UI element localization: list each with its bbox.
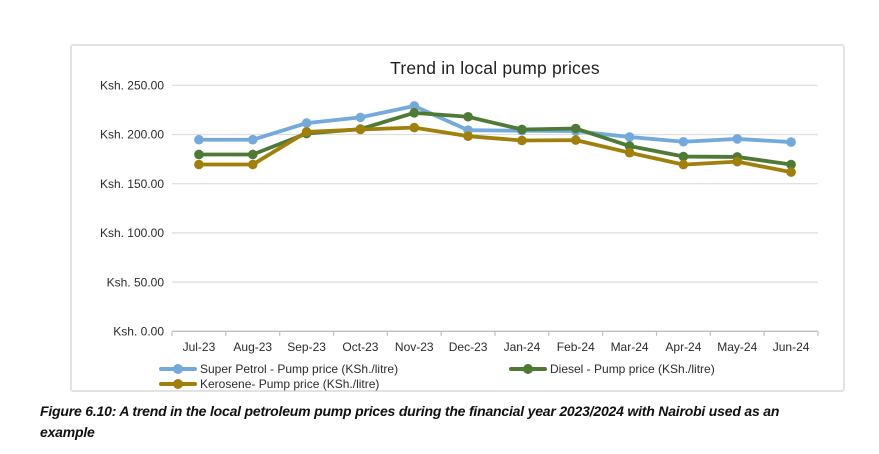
diesel-data-point: [247, 149, 258, 160]
legend-item-diesel: Diesel - Pump price (KSh./litre): [509, 362, 715, 376]
x-tick-label: Jun-24: [773, 340, 810, 354]
pump-prices-chart: Ksh. 250.00 Ksh. 200.00 Ksh. 150.00 Ksh. 10…: [70, 44, 845, 392]
kerosene-data-point: [624, 147, 635, 158]
diesel-data-point: [624, 141, 635, 151]
x-tick-label: Nov-23: [395, 340, 434, 354]
y-tick-label: Ksh. 150.00: [100, 177, 164, 191]
x-tick-label: May-24: [717, 340, 757, 354]
kerosene-legend-marker-icon: [159, 379, 197, 389]
super-petrol-data-point: [301, 118, 312, 128]
y-tick-label: Ksh. 200.00: [100, 128, 164, 142]
y-tick-label: Ksh. 0.00: [113, 325, 164, 339]
super-petrol-data-point: [247, 134, 258, 145]
kerosene-data-point: [355, 124, 366, 135]
y-tick-label: Ksh. 250.00: [100, 79, 164, 93]
super-petrol-data-point: [732, 134, 743, 144]
y-tick-label: Ksh. 50.00: [107, 275, 165, 289]
x-tick-label: Jan-24: [504, 340, 541, 354]
y-tick-label: Ksh. 100.00: [100, 226, 164, 240]
kerosene-data-point: [570, 135, 581, 145]
super-petrol-data-point: [194, 134, 204, 145]
kerosene-data-point: [678, 159, 689, 170]
legend-item-kerosene: Kerosene- Pump price (KSh./litre): [159, 377, 379, 391]
x-tick-label: Aug-23: [233, 340, 272, 354]
kerosene-data-point: [409, 122, 420, 133]
kerosene-data-point: [463, 131, 473, 141]
chart-title: Trend in local pump prices: [390, 58, 600, 78]
kerosene-data-point: [247, 159, 258, 170]
diesel-data-point: [786, 159, 796, 170]
x-tick-label: Apr-24: [665, 340, 701, 354]
legend-label-diesel: Diesel - Pump price (KSh./litre): [550, 362, 715, 376]
super-petrol-data-point: [624, 132, 635, 142]
kerosene-data-point: [517, 135, 527, 146]
legend-label-super-petrol: Super Petrol - Pump price (KSh./litre): [200, 362, 399, 376]
diesel-data-point: [194, 149, 204, 160]
kerosene-data-point: [786, 167, 796, 177]
diesel-data-point: [570, 123, 581, 134]
x-tick-label: Jul-23: [183, 340, 216, 354]
legend-label-kerosene: Kerosene- Pump price (KSh./litre): [200, 377, 380, 391]
x-tick-label: Sep-23: [287, 340, 326, 354]
kerosene-data-point: [732, 156, 743, 167]
diesel-data-point: [678, 151, 689, 162]
super-petrol-data-point: [786, 137, 796, 147]
diesel-data-point: [517, 124, 527, 135]
diesel-legend-marker-icon: [509, 364, 547, 374]
super-petrol-legend-marker-icon: [159, 364, 197, 374]
x-tick-label: Oct-23: [342, 340, 378, 354]
legend-item-super-petrol: Super Petrol - Pump price (KSh./litre): [159, 362, 398, 376]
diesel-data-point: [463, 111, 473, 122]
x-tick-label: Feb-24: [557, 340, 595, 354]
kerosene-data-point: [301, 127, 312, 137]
x-tick-label: Dec-23: [449, 340, 488, 354]
diesel-data-point: [409, 108, 420, 118]
x-tick-label: Mar-24: [611, 340, 649, 354]
super-petrol-data-point: [355, 112, 366, 123]
kerosene-line: [197, 125, 793, 174]
kerosene-data-point: [194, 159, 204, 170]
line-chart-canvas: Ksh. 250.00 Ksh. 200.00 Ksh. 150.00 Ksh. 10…: [100, 79, 819, 354]
super-petrol-data-point: [409, 101, 420, 111]
super-petrol-line: [197, 104, 793, 144]
super-petrol-data-point: [678, 136, 689, 147]
figure-caption: Figure 6.10: A trend in the local petrol…: [40, 403, 780, 440]
